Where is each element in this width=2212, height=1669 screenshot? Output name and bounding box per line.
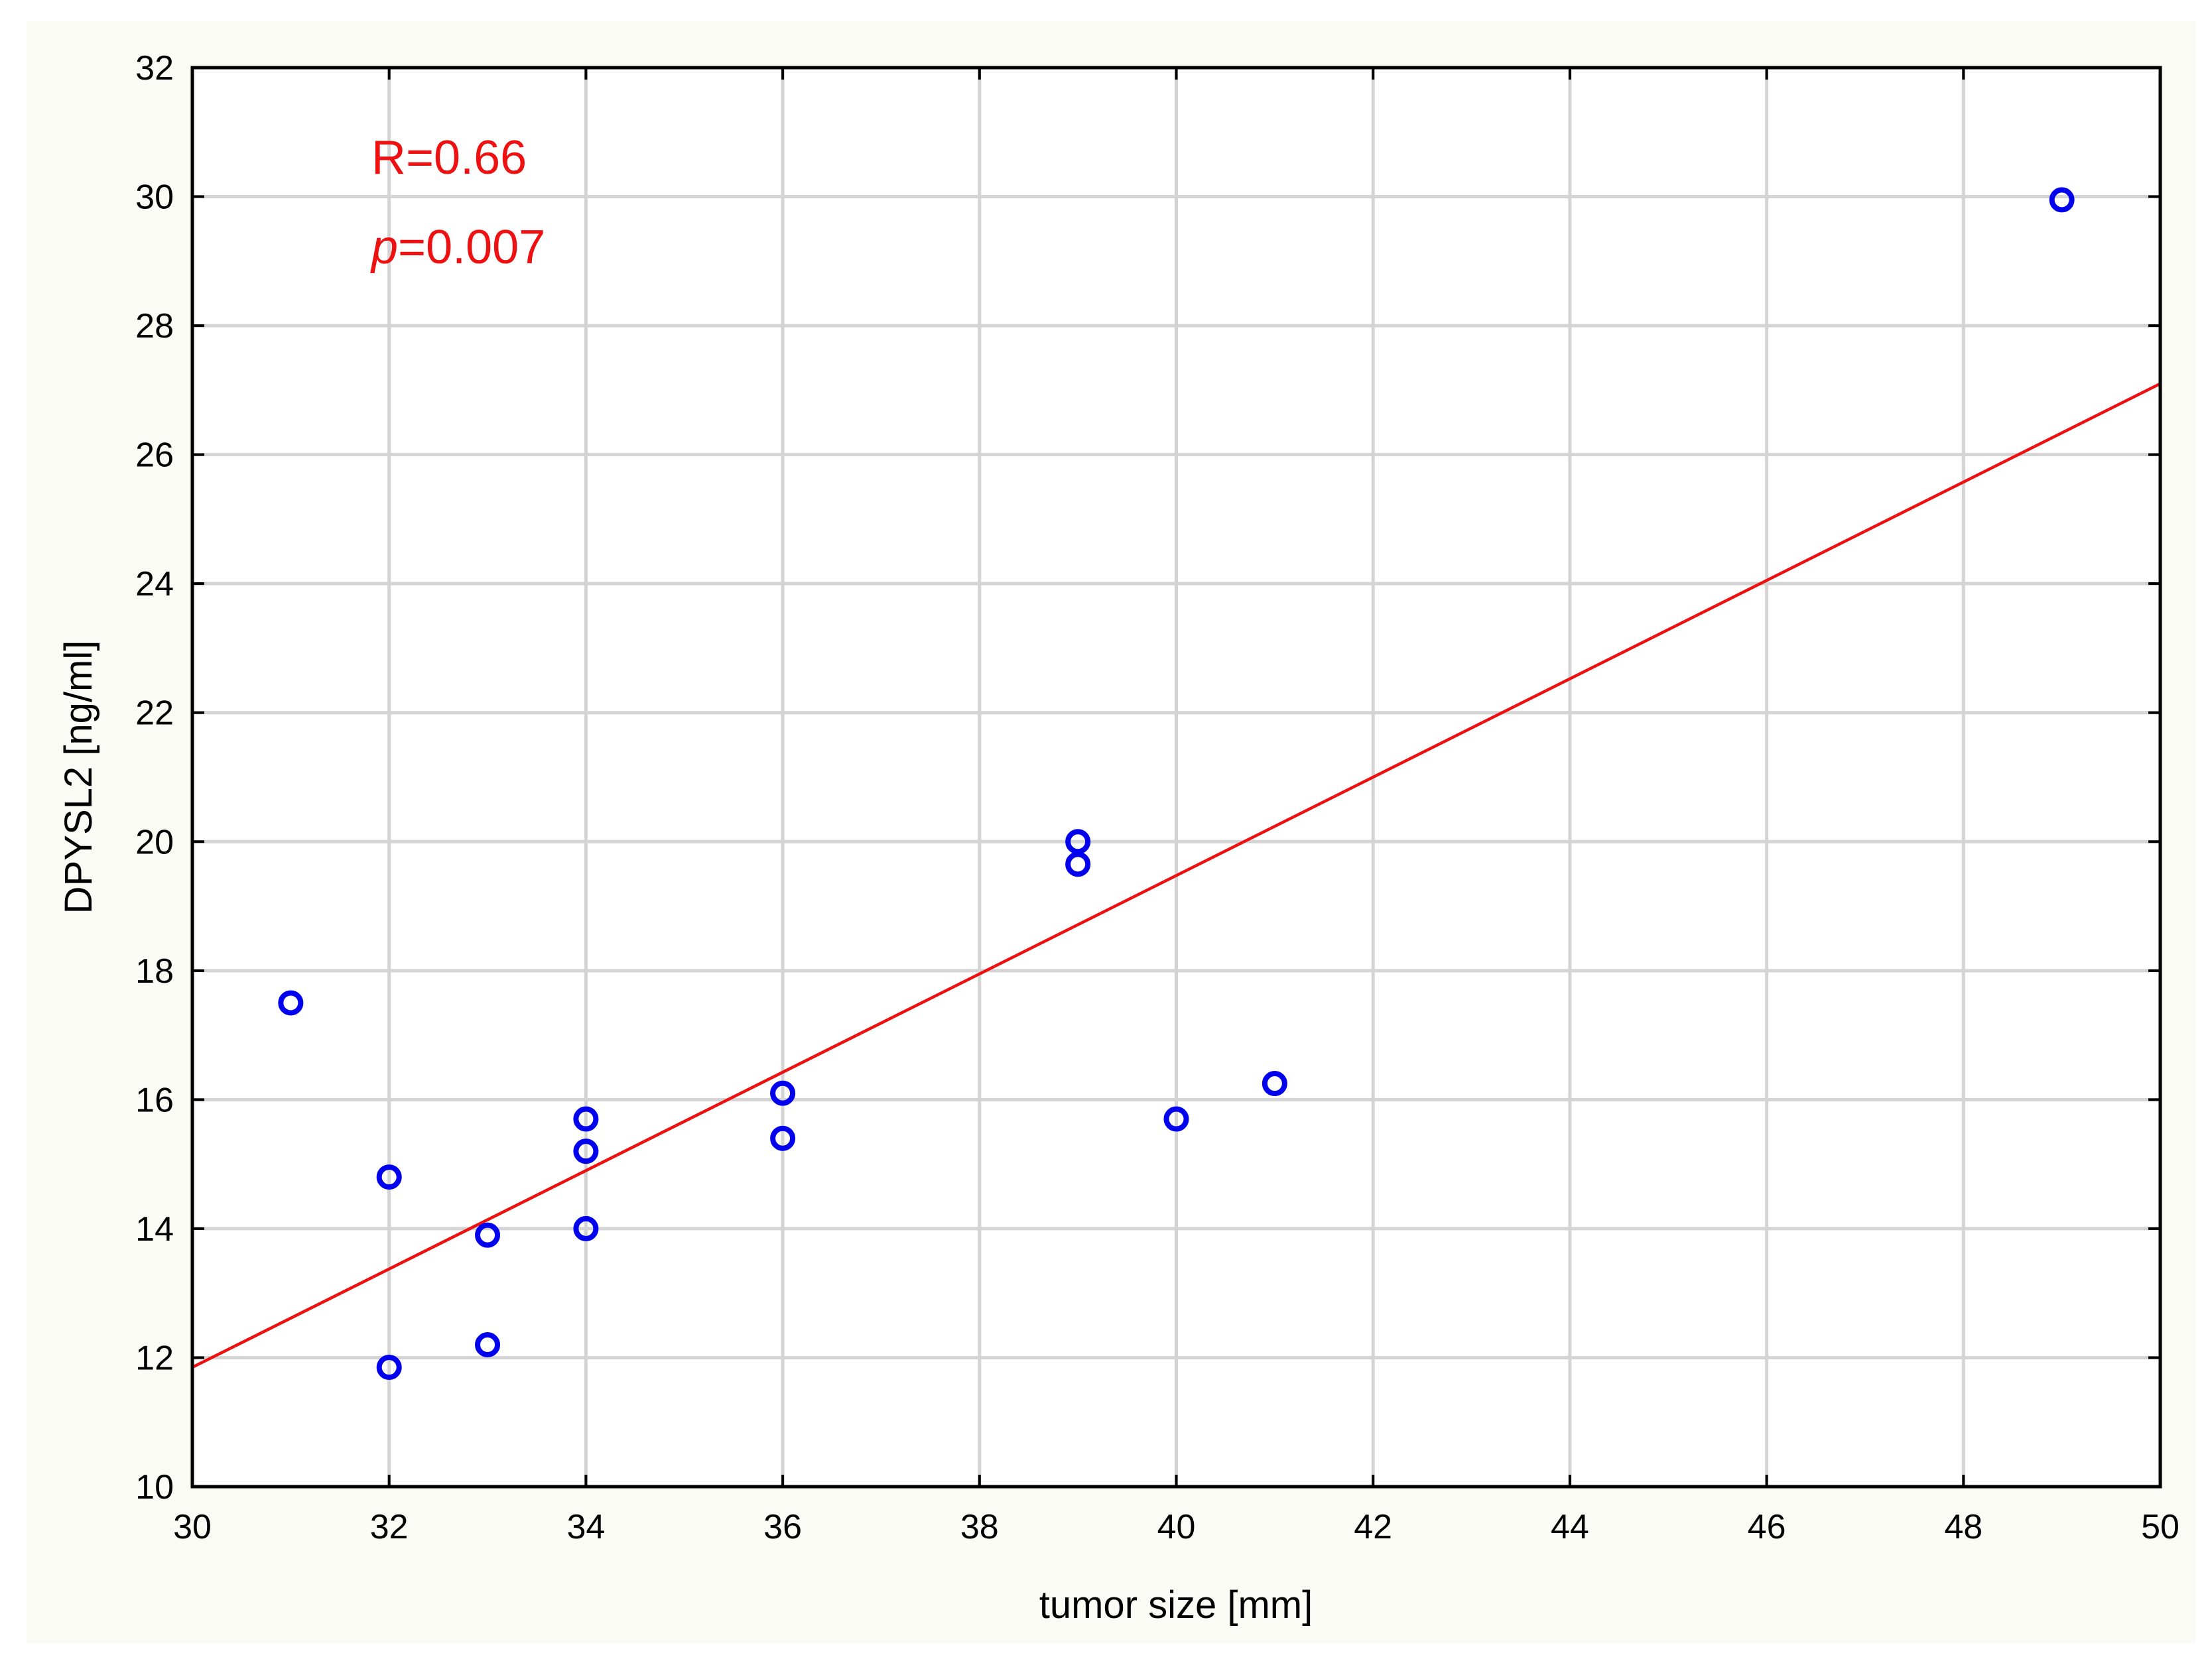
x-tick-label: 50 — [2141, 1508, 2179, 1546]
data-point — [573, 1139, 599, 1164]
x-tick-label: 38 — [960, 1508, 999, 1546]
data-point — [1065, 829, 1091, 855]
p-value-annotation: p=0.007 — [370, 221, 545, 274]
data-point — [2049, 187, 2075, 213]
x-tick-label: 48 — [1944, 1508, 1983, 1546]
y-axis-label: DPYSL2 [ng/ml] — [57, 641, 100, 914]
y-tick-label: 12 — [135, 1339, 174, 1377]
data-point — [376, 1164, 402, 1190]
y-tick-label: 14 — [135, 1210, 174, 1249]
x-tick-label: 34 — [566, 1508, 605, 1546]
data-point — [376, 1355, 402, 1381]
data-point — [1262, 1071, 1287, 1097]
data-point — [770, 1080, 796, 1106]
y-tick-label: 22 — [135, 694, 174, 733]
p-value-text: =0.007 — [398, 221, 545, 274]
y-tick-label: 28 — [135, 307, 174, 345]
data-point — [1163, 1106, 1189, 1132]
y-tick-label: 16 — [135, 1081, 174, 1119]
x-tick-label: 32 — [370, 1508, 409, 1546]
data-points — [278, 187, 2075, 1381]
plot-border — [190, 66, 2162, 1489]
x-axis-label: tumor size [mm] — [1039, 1583, 1313, 1627]
data-point — [573, 1215, 599, 1241]
y-tick-label: 32 — [135, 49, 174, 88]
y-tick-label: 30 — [135, 178, 174, 217]
x-tick-label: 46 — [1748, 1508, 1786, 1546]
x-tick-label: 42 — [1354, 1508, 1392, 1546]
scatter-chart: 30 32 34 36 38 40 42 44 46 48 50 10 12 14 16 18 20 22 24 26… — [57, 49, 2179, 1627]
regression-line — [191, 382, 2162, 1369]
data-point — [770, 1125, 796, 1151]
y-tick-label: 26 — [135, 436, 174, 475]
x-tick-label: 44 — [1551, 1508, 1589, 1546]
y-tick-label: 24 — [135, 565, 174, 603]
data-point — [475, 1332, 501, 1357]
y-tick-label: 20 — [135, 823, 174, 861]
data-point — [573, 1106, 599, 1132]
regression-layer — [191, 382, 2162, 1369]
correlation-r-annotation: R=0.66 — [371, 131, 527, 184]
data-point — [278, 990, 304, 1016]
p-symbol: p — [370, 221, 398, 274]
figure-background: 30 32 34 36 38 40 42 44 46 48 50 10 12 14 16 18 20 22 24 26… — [27, 21, 2195, 1643]
y-tick-label: 10 — [135, 1468, 174, 1507]
x-tick-label: 30 — [173, 1508, 212, 1546]
data-point — [1065, 851, 1091, 877]
data-point — [475, 1222, 501, 1248]
x-tick-label: 36 — [763, 1508, 802, 1546]
y-tick-label: 18 — [135, 952, 174, 991]
x-tick-label: 40 — [1157, 1508, 1196, 1546]
gridlines — [192, 68, 2160, 1487]
tick-labels: 30 32 34 36 38 40 42 44 46 48 50 10 12 14 16 18 20 22 24 26… — [135, 49, 2179, 1546]
